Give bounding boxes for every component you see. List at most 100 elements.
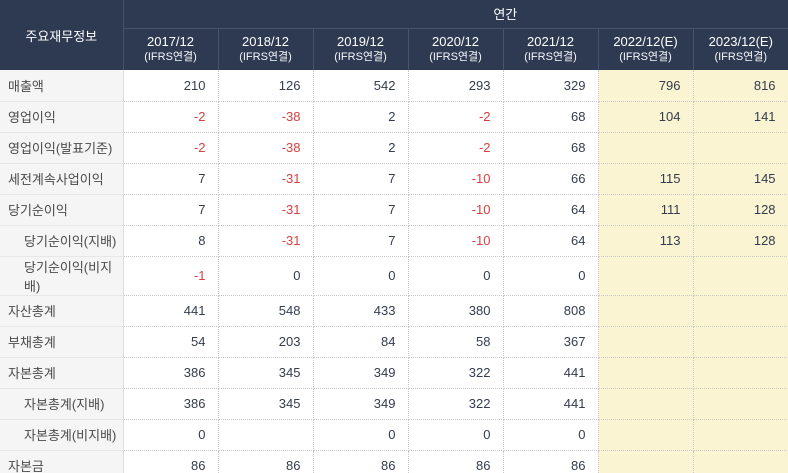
cell-세전계속사업이익-2017/12: 7 — [123, 163, 219, 195]
row-label: 영업이익 — [0, 101, 124, 133]
cell-당기순이익-2019/12: 7 — [313, 194, 409, 226]
cell-자본총계-2020/12: 322 — [408, 357, 504, 389]
column-basis-label: (IFRS연결) — [524, 51, 577, 64]
row-label: 자본총계(비지배) — [0, 419, 124, 451]
row-label: 부채총계 — [0, 326, 124, 358]
table-row-당기순이익(지배): 당기순이익(지배) 8 -31 7 -10 64 113 128 — [0, 225, 788, 257]
financial-table-body: 매출액 210 126 542 293 329 796 816 영업이익 -2 -38 2 -2 68 10… — [0, 70, 788, 473]
table-header: 주요재무정보 연간 2017/12 (IFRS연결) 2018/12 (IFRS연결)… — [0, 0, 788, 70]
cell-자산총계-2019/12: 433 — [313, 295, 409, 327]
year-header-row: 2017/12 (IFRS연결) 2018/12 (IFRS연결) 2019/12 (IF… — [0, 28, 788, 70]
cell-자본금-2020/12: 86 — [408, 450, 504, 473]
cell-영업이익-2023/12(E): 141 — [693, 101, 788, 133]
cell-당기순이익-2022/12(E): 111 — [598, 194, 694, 226]
cell-당기순이익(비지배)-2020/12: 0 — [408, 256, 504, 296]
cell-자본총계(비지배)-2020/12: 0 — [408, 419, 504, 451]
row-label: 세전계속사업이익 — [0, 163, 124, 195]
cell-자본금-2021/12: 86 — [503, 450, 599, 473]
column-period-label: 2022/12(E) — [613, 34, 678, 50]
cell-자본총계-2017/12: 386 — [123, 357, 219, 389]
cell-당기순이익(비지배)-2023/12(E) — [693, 256, 788, 296]
cell-자본총계(지배)-2023/12(E) — [693, 388, 788, 420]
cell-당기순이익(비지배)-2017/12: -1 — [123, 256, 219, 296]
cell-자본총계(비지배)-2022/12(E) — [598, 419, 694, 451]
cell-영업이익-2021/12: 68 — [503, 101, 599, 133]
table-row-당기순이익: 당기순이익 7 -31 7 -10 64 111 128 — [0, 194, 788, 226]
column-basis-label: (IFRS연결) — [714, 51, 768, 64]
cell-자본총계(비지배)-2017/12: 0 — [123, 419, 219, 451]
cell-매출액-2020/12: 293 — [408, 70, 504, 102]
row-label: 자본금 — [0, 450, 124, 473]
cell-자산총계-2017/12: 441 — [123, 295, 219, 327]
column-header-2019/12: 2019/12 (IFRS연결) — [312, 28, 408, 70]
table-row-영업이익(발표기준): 영업이익(발표기준) -2 -38 2 -2 68 — [0, 132, 788, 164]
table-row-당기순이익(비지배): 당기순이익(비지배) -1 0 0 0 0 — [0, 256, 788, 296]
column-header-2023/12(E): 2023/12(E) (IFRS연결) — [692, 28, 788, 70]
table-row-매출액: 매출액 210 126 542 293 329 796 816 — [0, 70, 788, 102]
group-header-row: 주요재무정보 연간 — [0, 0, 788, 70]
table-row-자본총계: 자본총계 386 345 349 322 441 — [0, 357, 788, 389]
cell-자본총계-2021/12: 441 — [503, 357, 599, 389]
row-label: 당기순이익(지배) — [0, 225, 124, 257]
column-period-label: 2020/12 — [432, 34, 479, 50]
row-label: 자본총계 — [0, 357, 124, 389]
cell-자본총계-2022/12(E) — [598, 357, 694, 389]
column-basis-label: (IFRS연결) — [144, 51, 197, 64]
cell-자본총계-2023/12(E) — [693, 357, 788, 389]
column-header-2020/12: 2020/12 (IFRS연결) — [407, 28, 503, 70]
cell-세전계속사업이익-2020/12: -10 — [408, 163, 504, 195]
cell-당기순이익(지배)-2018/12: -31 — [218, 225, 314, 257]
cell-자산총계-2021/12: 808 — [503, 295, 599, 327]
column-period-label: 2019/12 — [337, 34, 384, 50]
cell-자본총계-2018/12: 345 — [218, 357, 314, 389]
column-header-2022/12(E): 2022/12(E) (IFRS연결) — [597, 28, 693, 70]
cell-영업이익(발표기준)-2019/12: 2 — [313, 132, 409, 164]
cell-당기순이익-2021/12: 64 — [503, 194, 599, 226]
table-row-영업이익: 영업이익 -2 -38 2 -2 68 104 141 — [0, 101, 788, 133]
cell-세전계속사업이익-2023/12(E): 145 — [693, 163, 788, 195]
cell-당기순이익(비지배)-2018/12: 0 — [218, 256, 314, 296]
column-period-label: 2017/12 — [147, 34, 194, 50]
row-label: 영업이익(발표기준) — [0, 132, 124, 164]
cell-당기순이익(지배)-2020/12: -10 — [408, 225, 504, 257]
cell-자본총계-2019/12: 349 — [313, 357, 409, 389]
table-row-자본총계(비지배): 자본총계(비지배) 0 0 0 0 — [0, 419, 788, 451]
cell-세전계속사업이익-2022/12(E): 115 — [598, 163, 694, 195]
cell-영업이익(발표기준)-2022/12(E) — [598, 132, 694, 164]
cell-당기순이익(비지배)-2022/12(E) — [598, 256, 694, 296]
cell-영업이익-2019/12: 2 — [313, 101, 409, 133]
cell-당기순이익(지배)-2019/12: 7 — [313, 225, 409, 257]
cell-자산총계-2022/12(E) — [598, 295, 694, 327]
cell-자본금-2018/12: 86 — [218, 450, 314, 473]
cell-당기순이익(비지배)-2021/12: 0 — [503, 256, 599, 296]
cell-영업이익-2017/12: -2 — [123, 101, 219, 133]
cell-자본총계(지배)-2020/12: 322 — [408, 388, 504, 420]
cell-당기순이익(지배)-2017/12: 8 — [123, 225, 219, 257]
column-basis-label: (IFRS연결) — [429, 51, 482, 64]
row-label: 매출액 — [0, 70, 124, 102]
table-row-자산총계: 자산총계 441 548 433 380 808 — [0, 295, 788, 327]
cell-영업이익(발표기준)-2017/12: -2 — [123, 132, 219, 164]
column-period-label: 2021/12 — [527, 34, 574, 50]
cell-영업이익-2022/12(E): 104 — [598, 101, 694, 133]
cell-부채총계-2020/12: 58 — [408, 326, 504, 358]
cell-자산총계-2018/12: 548 — [218, 295, 314, 327]
column-header-2021/12: 2021/12 (IFRS연결) — [502, 28, 598, 70]
cell-부채총계-2017/12: 54 — [123, 326, 219, 358]
cell-부채총계-2022/12(E) — [598, 326, 694, 358]
cell-영업이익(발표기준)-2023/12(E) — [693, 132, 788, 164]
cell-자산총계-2023/12(E) — [693, 295, 788, 327]
cell-당기순이익(지배)-2022/12(E): 113 — [598, 225, 694, 257]
column-period-label: 2018/12 — [242, 34, 289, 50]
table-row-자본금: 자본금 86 86 86 86 86 — [0, 450, 788, 473]
cell-영업이익(발표기준)-2018/12: -38 — [218, 132, 314, 164]
cell-자본금-2019/12: 86 — [313, 450, 409, 473]
cell-매출액-2018/12: 126 — [218, 70, 314, 102]
cell-자본총계(지배)-2019/12: 349 — [313, 388, 409, 420]
cell-당기순이익-2017/12: 7 — [123, 194, 219, 226]
cell-당기순이익(지배)-2021/12: 64 — [503, 225, 599, 257]
cell-영업이익-2018/12: -38 — [218, 101, 314, 133]
table-row-부채총계: 부채총계 54 203 84 58 367 — [0, 326, 788, 358]
